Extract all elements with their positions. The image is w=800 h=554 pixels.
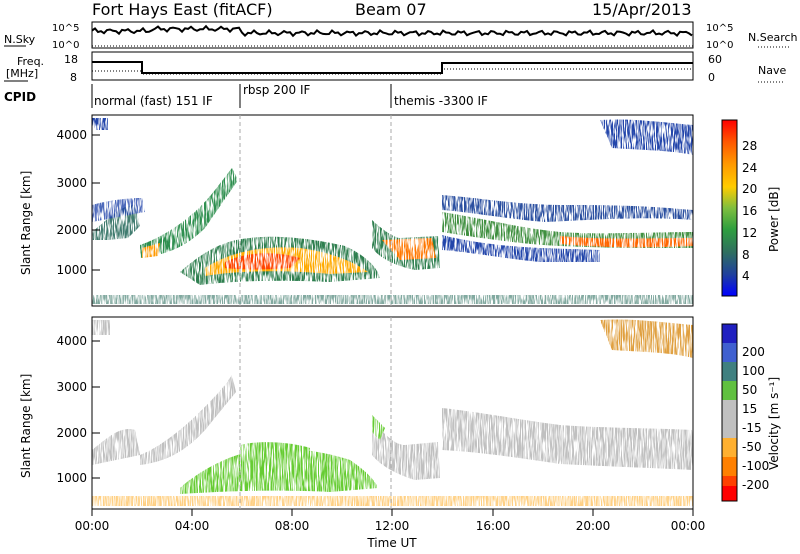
xtick-1600: 16:00: [476, 519, 511, 533]
power-colorbar: [721, 119, 738, 297]
power-ylabel: Slant Range [km]: [19, 171, 33, 275]
time-axis: 00:00 04:00 08:00 12:00 16:00 20:00 00:0…: [75, 509, 706, 550]
freq-tick-bottom: 8: [70, 71, 77, 84]
velocity-yticks: 4000 3000 2000 1000: [56, 334, 100, 485]
nave-tick-top: 60: [708, 53, 722, 66]
power-scatter-field: [92, 118, 693, 304]
power-ytick-2000: 2000: [56, 223, 87, 237]
velocity-scatter-field: [92, 319, 693, 506]
power-colorbar-ticks: 28 24 20 16 12 8 4: [742, 139, 757, 283]
power-cbtick-20: 20: [742, 182, 757, 196]
power-cbtick-4: 4: [742, 269, 750, 283]
cpid-segment-2: rbsp 200 IF: [243, 83, 310, 97]
power-frame: [91, 114, 694, 307]
cpid-label: CPID: [4, 90, 36, 104]
velocity-cbtick-50: 50: [742, 383, 757, 397]
nsky-frame: [91, 21, 694, 49]
xtick-1200: 12:00: [375, 519, 410, 533]
power-ytick-4000: 4000: [56, 128, 87, 142]
nave-trace: [92, 68, 693, 75]
freq-tick-top: 18: [64, 53, 78, 66]
freq-label-line1: Freq.: [17, 55, 44, 68]
power-ytick-3000: 3000: [56, 176, 87, 190]
xtick-2400: 00:00: [671, 519, 706, 533]
velocity-frame: [91, 316, 694, 510]
freq-panel: Freq. [MHz] 18 8 60 0 Nave: [4, 51, 786, 84]
cpid-segment-3: themis -3300 IF: [394, 94, 488, 108]
xtick-0400: 04:00: [175, 519, 210, 533]
power-cbtick-12: 12: [742, 226, 757, 240]
velocity-colorbar-label: Velocity [m s⁻¹]: [767, 377, 781, 470]
radar-title: Fort Hays East (fitACF): [92, 0, 273, 19]
velocity-cbtick-m15: -15: [742, 421, 762, 435]
power-panel: 4000 3000 2000 1000 Slant Range [km] 28 …: [19, 114, 781, 307]
date-label: 15/Apr/2013: [592, 0, 692, 19]
nsky-right-tick-top: 10^5: [706, 23, 733, 34]
nsearch-right-label: N.Search: [748, 31, 798, 44]
nsky-left-label: N.Sky: [4, 33, 36, 46]
velocity-ytick-1000: 1000: [56, 471, 87, 485]
freq-label-line2: [MHz]: [6, 67, 38, 80]
velocity-cbtick-m100: -100: [742, 459, 769, 473]
power-yticks: 4000 3000 2000 1000: [56, 128, 100, 277]
power-cbtick-24: 24: [742, 161, 757, 175]
nsky-left-tick-top: 10^5: [52, 23, 79, 34]
nsky-trace: [91, 24, 693, 38]
nave-label: Nave: [758, 64, 786, 77]
nave-tick-bottom: 0: [708, 71, 715, 84]
xtick-0800: 08:00: [275, 519, 310, 533]
xaxis-label: Time UT: [366, 536, 417, 550]
velocity-ytick-3000: 3000: [56, 380, 87, 394]
velocity-panel: 4000 3000 2000 1000 Slant Range [km] 200…: [19, 316, 781, 510]
velocity-ytick-2000: 2000: [56, 426, 87, 440]
xtick-2000: 20:00: [576, 519, 611, 533]
velocity-cbtick-m50: -50: [742, 440, 762, 454]
velocity-cbtick-15: 15: [742, 402, 757, 416]
power-colorbar-label: Power [dB]: [767, 187, 781, 252]
nsky-left-tick-bottom: 10^0: [52, 40, 79, 51]
power-cbtick-16: 16: [742, 204, 757, 218]
velocity-colorbar-ticks: 200 100 50 15 -15 -50 -100 -200: [742, 345, 769, 492]
cpid-segment-1: normal (fast) 151 IF: [94, 94, 213, 108]
power-ytick-1000: 1000: [56, 263, 87, 277]
power-cbtick-28: 28: [742, 139, 757, 153]
cpid-row: CPID normal (fast) 151 IF rbsp 200 IF th…: [4, 83, 488, 108]
xtick-0000: 00:00: [75, 519, 110, 533]
velocity-ylabel: Slant Range [km]: [19, 374, 33, 478]
freq-frame: [91, 51, 694, 81]
velocity-colorbar: [721, 323, 738, 502]
power-cbtick-8: 8: [742, 248, 750, 262]
velocity-cbtick-200: 200: [742, 345, 765, 359]
beam-label: Beam 07: [355, 0, 427, 19]
velocity-ytick-4000: 4000: [56, 334, 87, 348]
velocity-cbtick-100: 100: [742, 364, 765, 378]
freq-trace: [92, 61, 693, 74]
nsky-right-tick-bottom: 10^0: [706, 40, 733, 51]
velocity-cbtick-m200: -200: [742, 478, 769, 492]
nsky-panel: N.Sky 10^5 10^0 10^5 10^0 N.Search: [4, 21, 798, 51]
